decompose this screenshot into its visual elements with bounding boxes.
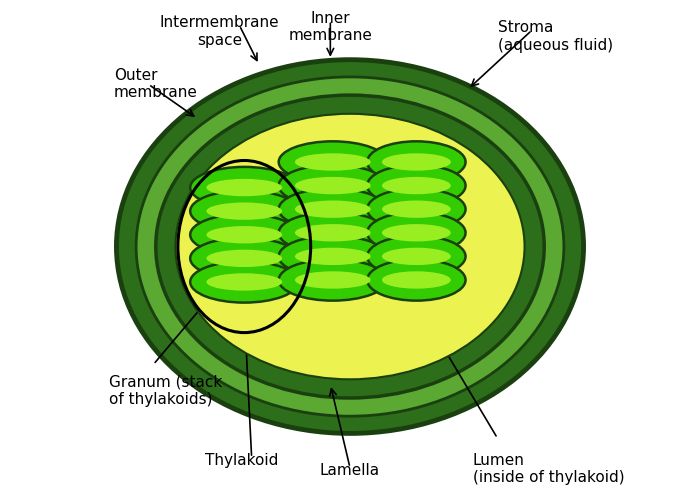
Ellipse shape <box>279 141 387 183</box>
Ellipse shape <box>382 177 451 194</box>
Ellipse shape <box>368 141 466 183</box>
Ellipse shape <box>295 271 371 289</box>
Ellipse shape <box>279 165 387 206</box>
Ellipse shape <box>382 271 451 289</box>
Polygon shape <box>377 162 438 183</box>
Ellipse shape <box>206 226 282 244</box>
Ellipse shape <box>279 189 387 230</box>
Ellipse shape <box>279 212 387 253</box>
Ellipse shape <box>190 238 298 279</box>
Text: Outer
membrane: Outer membrane <box>114 68 198 100</box>
Ellipse shape <box>368 189 466 230</box>
Ellipse shape <box>136 77 564 416</box>
Ellipse shape <box>206 202 282 220</box>
Ellipse shape <box>295 200 371 218</box>
Ellipse shape <box>279 259 387 300</box>
Ellipse shape <box>295 177 371 194</box>
Text: Intermembrane
space: Intermembrane space <box>160 15 279 48</box>
Text: Thylakoid: Thylakoid <box>205 453 279 468</box>
Ellipse shape <box>190 191 298 232</box>
Ellipse shape <box>368 259 466 300</box>
Ellipse shape <box>206 249 282 267</box>
Ellipse shape <box>368 165 466 206</box>
Text: Lamella: Lamella <box>320 463 380 478</box>
Ellipse shape <box>382 224 451 242</box>
Ellipse shape <box>368 212 466 253</box>
Ellipse shape <box>206 273 282 291</box>
Polygon shape <box>298 218 377 232</box>
Polygon shape <box>377 258 438 280</box>
Text: Inner
membrane: Inner membrane <box>288 10 372 43</box>
Ellipse shape <box>295 153 371 171</box>
Text: Lumen
(inside of thylakoid): Lumen (inside of thylakoid) <box>473 453 624 486</box>
Ellipse shape <box>190 261 298 302</box>
Ellipse shape <box>190 167 298 208</box>
Ellipse shape <box>279 236 387 277</box>
Ellipse shape <box>382 153 451 171</box>
Ellipse shape <box>295 248 371 265</box>
Ellipse shape <box>295 224 371 242</box>
Ellipse shape <box>176 114 524 379</box>
Ellipse shape <box>190 214 298 255</box>
Ellipse shape <box>156 95 544 398</box>
Ellipse shape <box>206 179 282 196</box>
Ellipse shape <box>368 236 466 277</box>
Text: Granum (stack
of thylakoids): Granum (stack of thylakoids) <box>109 374 223 407</box>
Polygon shape <box>298 247 377 271</box>
Ellipse shape <box>382 248 451 265</box>
Ellipse shape <box>116 60 584 434</box>
Ellipse shape <box>382 200 451 218</box>
Text: Stroma
(aqueous fluid): Stroma (aqueous fluid) <box>498 20 612 53</box>
